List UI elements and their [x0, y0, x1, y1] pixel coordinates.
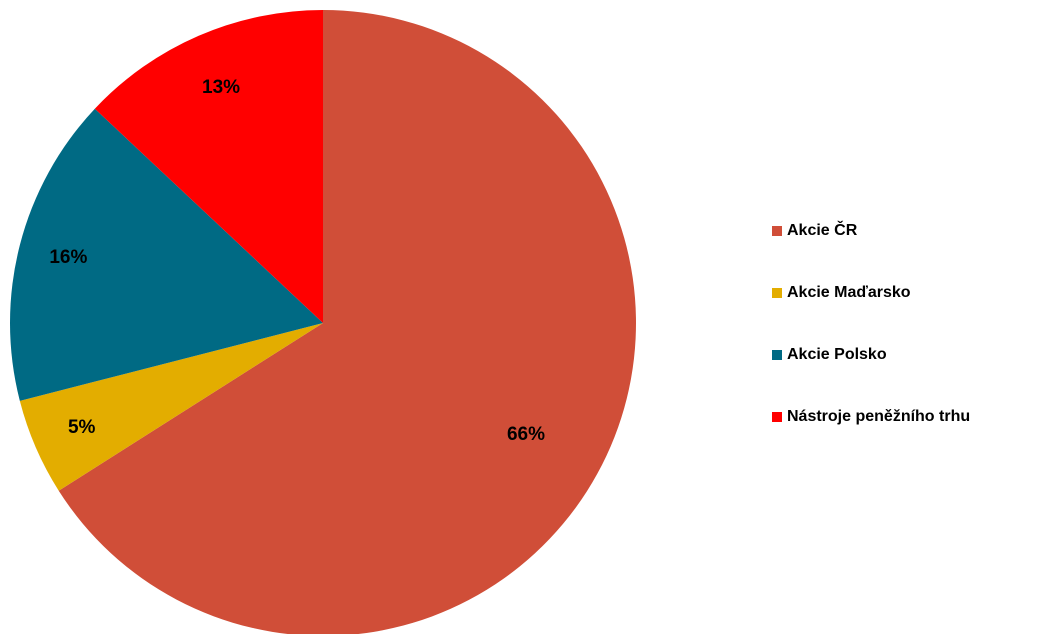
legend-label: Akcie ČR — [787, 222, 858, 239]
legend-swatch — [772, 412, 782, 422]
legend-swatch — [772, 288, 782, 298]
legend-label: Nástroje peněžního trhu — [787, 408, 971, 425]
legend-label: Akcie Polsko — [787, 346, 887, 363]
pie-slice — [10, 108, 324, 401]
data-label: 5% — [68, 417, 96, 438]
legend-item-nastroje-penezniho-trhu: Nástroje peněžního trhu — [772, 407, 970, 427]
legend-item-akcie-cr: Akcie ČR — [772, 221, 970, 241]
data-label: 16% — [49, 247, 87, 268]
pie-slice — [94, 10, 323, 323]
legend-label: Akcie Maďarsko — [787, 284, 911, 301]
legend-swatch — [772, 350, 782, 360]
pie-data-labels: 66% 5% 16% 13% — [49, 77, 545, 445]
chart-legend: Akcie ČR Akcie Maďarsko Akcie Polsko Nás… — [772, 221, 970, 469]
pie-chart: 66% 5% 16% 13% — [10, 10, 636, 634]
pie-slices — [10, 10, 636, 634]
data-label: 66% — [507, 424, 545, 445]
legend-item-akcie-madarsko: Akcie Maďarsko — [772, 283, 970, 303]
legend-item-akcie-polsko: Akcie Polsko — [772, 345, 970, 365]
data-label: 13% — [202, 77, 240, 98]
pie-slice — [58, 10, 636, 634]
pie-slice — [19, 323, 324, 491]
legend-swatch — [772, 226, 782, 236]
